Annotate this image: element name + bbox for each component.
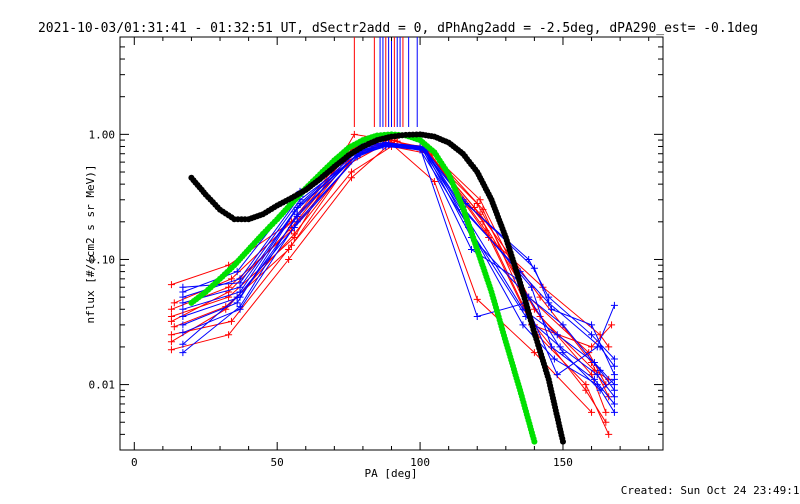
data-point	[605, 430, 613, 438]
data-point	[536, 293, 544, 301]
data-point	[225, 288, 233, 296]
data-point	[179, 313, 187, 321]
data-point	[610, 386, 618, 394]
x-axis-label: PA [deg]	[365, 467, 418, 480]
data-point	[588, 321, 596, 329]
data-point	[179, 349, 187, 357]
data-point	[593, 371, 601, 379]
data-point	[170, 323, 178, 331]
data-point	[430, 177, 438, 185]
data-point	[225, 331, 233, 339]
data-point	[167, 338, 175, 346]
data-point	[550, 355, 558, 363]
data-point	[167, 281, 175, 289]
data-point	[548, 343, 556, 351]
data-point	[590, 375, 598, 383]
data-point	[347, 174, 355, 182]
data-point	[179, 305, 187, 313]
data-point	[179, 329, 187, 337]
data-point	[285, 255, 293, 263]
data-point	[287, 241, 295, 249]
data-point	[596, 386, 604, 394]
x-tick-label: 150	[553, 456, 573, 469]
data-point	[290, 230, 298, 238]
data-point	[556, 343, 564, 351]
data-point	[236, 303, 244, 311]
data-point	[236, 275, 244, 283]
series-line	[171, 139, 612, 348]
vertical-markers	[353, 37, 418, 127]
data-point	[167, 317, 175, 325]
data-point	[530, 349, 538, 357]
series-line	[182, 143, 615, 385]
data-point	[473, 200, 481, 208]
data-point	[593, 343, 601, 351]
data-point	[227, 317, 235, 325]
data-point	[476, 196, 484, 204]
data-point	[559, 349, 567, 357]
data-point	[170, 299, 178, 307]
series-line	[182, 145, 615, 413]
data-point	[233, 293, 241, 301]
data-point	[468, 246, 476, 254]
data-point	[610, 400, 618, 408]
series-line	[182, 144, 615, 367]
data-point	[588, 331, 596, 339]
data-point	[473, 295, 481, 303]
data-point	[559, 321, 567, 329]
data-point	[519, 321, 527, 329]
data-point	[179, 293, 187, 301]
x-tick-label: 50	[271, 456, 284, 469]
data-point	[167, 305, 175, 313]
axes: 0 50 100 150 0.01 0.10 1.00	[89, 36, 663, 469]
data-point	[290, 224, 298, 232]
data-point	[525, 255, 533, 263]
data-point	[610, 408, 618, 416]
data-point	[610, 301, 618, 309]
y-tick-label: 1.00	[89, 128, 116, 141]
data-point	[605, 343, 613, 351]
data-point	[167, 346, 175, 354]
data-point	[610, 355, 618, 363]
green-model-curve	[188, 131, 538, 445]
black-dot	[559, 438, 566, 445]
data-point	[179, 340, 187, 348]
x-tick-label: 100	[410, 456, 430, 469]
data-point	[548, 305, 556, 313]
data-point	[608, 321, 616, 329]
data-point	[233, 268, 241, 276]
data-point	[610, 375, 618, 383]
data-point	[596, 366, 604, 374]
data-point	[416, 144, 424, 152]
data-point	[553, 371, 561, 379]
chart-title: 2021-10-03/01:31:41 - 01:32:51 UT, dSect…	[38, 21, 758, 36]
data-point	[553, 331, 561, 339]
data-point	[602, 408, 610, 416]
data-point	[470, 204, 478, 212]
data-point	[545, 293, 553, 301]
y-tick-label: 0.10	[89, 253, 116, 266]
y-tick-label: 0.01	[89, 379, 116, 392]
data-point	[528, 283, 536, 291]
data-point	[167, 331, 175, 339]
data-point	[588, 408, 596, 416]
black-model-curve	[188, 131, 566, 445]
data-point	[350, 130, 358, 138]
y-axis-label: nflux [#/(cm2 s sr MeV)]	[84, 165, 97, 324]
green-dot	[531, 438, 538, 445]
series-line	[182, 144, 615, 405]
data-point	[179, 321, 187, 329]
created-timestamp: Created: Sun Oct 24 23:49:19 2021	[621, 484, 800, 497]
data-point	[296, 200, 304, 208]
series-line	[171, 145, 610, 435]
x-tick-label: 0	[131, 456, 138, 469]
data-point	[610, 393, 618, 401]
data-point	[610, 362, 618, 370]
data-point	[473, 313, 481, 321]
data-point	[293, 210, 301, 218]
data-point	[582, 381, 590, 389]
